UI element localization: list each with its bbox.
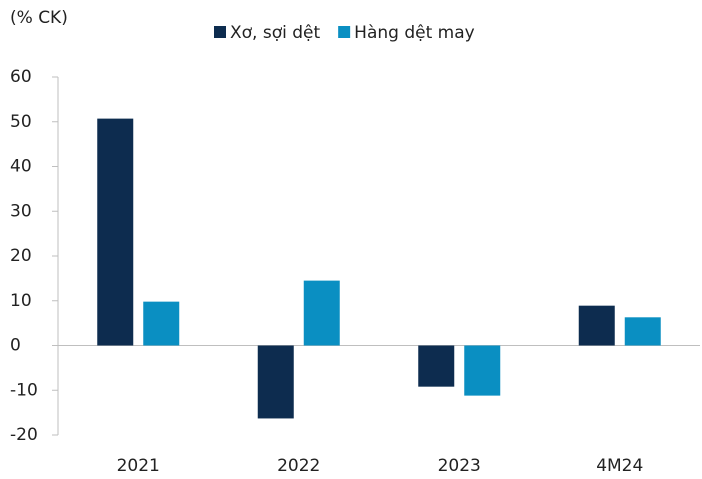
bar [303,280,340,346]
y-tick-label: 40 [10,157,32,177]
bar [578,305,615,346]
x-tick-label: 2023 [438,456,481,476]
bar [624,317,661,346]
y-tick-label: -20 [10,425,38,445]
bar [143,301,180,346]
y-tick-label: 60 [10,67,32,87]
x-tick-label: 4M24 [596,456,643,476]
bar [97,118,134,346]
x-tick-label: 2022 [277,456,320,476]
y-tick-label: 50 [10,112,32,132]
y-tick-label: 20 [10,246,32,266]
y-tick-label: 10 [10,291,32,311]
bar [257,345,294,419]
legend-swatch [338,26,351,38]
y-axis-label: (% CK) [10,8,68,28]
y-tick-label: -10 [10,380,38,400]
x-tick-label: 2021 [117,456,160,476]
bar [418,345,455,387]
y-tick-label: 0 [10,336,21,356]
bar [464,345,501,396]
y-tick-label: 30 [10,201,32,221]
legend-swatch [214,26,226,38]
legend-label: Hàng dệt may [354,23,475,43]
legend-label: Xơ, sợi dệt [230,23,320,43]
